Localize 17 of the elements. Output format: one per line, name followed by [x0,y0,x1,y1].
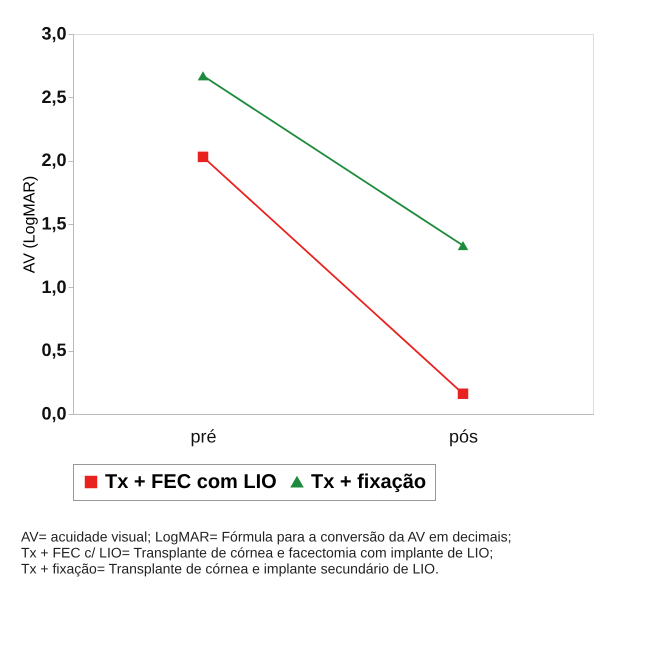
text: Tx + fixação= Transplante de córnea e implante secundário de LIO. [20,560,439,576]
y-axis-title: AV (LogMAR) [21,176,38,274]
x-tick-label: pré [190,426,217,446]
legend-label: Tx + fixação [311,471,426,493]
legend-label: Tx + FEC com LIO [105,471,277,493]
y-tick-label: 2,0 [41,150,66,170]
text: AV= acuidade visual; LogMAR= Fórmula para a conversão da AV em decimais; [20,528,512,544]
point [198,152,208,162]
y-tick-label: 0,0 [41,404,66,424]
x-tick-label: pós [448,426,478,446]
text: Tx + FEC c/ LIO= Transplante de córnea e facectomia com implante de LIO; [20,544,494,560]
point [458,388,468,399]
y-tick-label: 0,5 [41,340,66,360]
y-tick-label: 1,0 [41,276,66,297]
y-tick-label: 2,5 [41,86,66,107]
y-tick-label: 3,0 [41,24,66,44]
y-tick-label: 1,5 [41,214,66,234]
